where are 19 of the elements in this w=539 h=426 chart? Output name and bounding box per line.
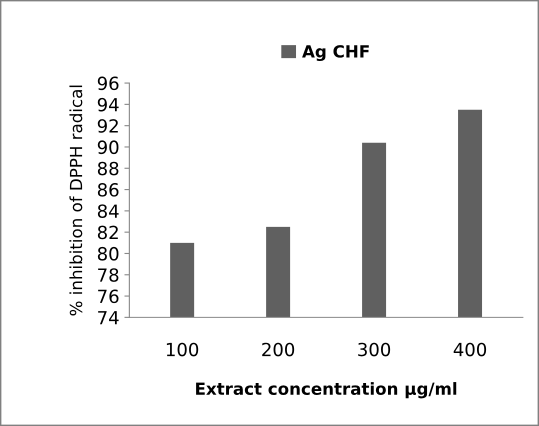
y-axis-title: % inhibition of DPPH radical [69, 86, 82, 316]
y-tick-label: 88 [98, 162, 118, 176]
x-tick-label: 300 [358, 342, 390, 356]
y-tick-label: 82 [98, 226, 118, 240]
x-tick-label: 400 [454, 342, 486, 356]
y-tick-label: 86 [98, 183, 118, 197]
y-tick-label: 94 [98, 98, 119, 112]
y-tick-label: 92 [98, 119, 118, 133]
y-tick-label: 90 [98, 140, 118, 154]
legend-label: Ag CHF [302, 45, 369, 62]
y-tick-label: 84 [98, 204, 119, 218]
x-axis-title: Extract concentration µg/ml [196, 382, 456, 398]
x-tick-label: 100 [166, 342, 198, 356]
x-tick-label: 200 [262, 342, 294, 356]
y-tick-label: 96 [98, 76, 118, 90]
y-tick-label: 80 [98, 246, 118, 261]
y-tick-label: 74 [98, 311, 119, 324]
y-tick-label: 76 [98, 290, 118, 304]
y-tick-label: 78 [98, 268, 118, 282]
